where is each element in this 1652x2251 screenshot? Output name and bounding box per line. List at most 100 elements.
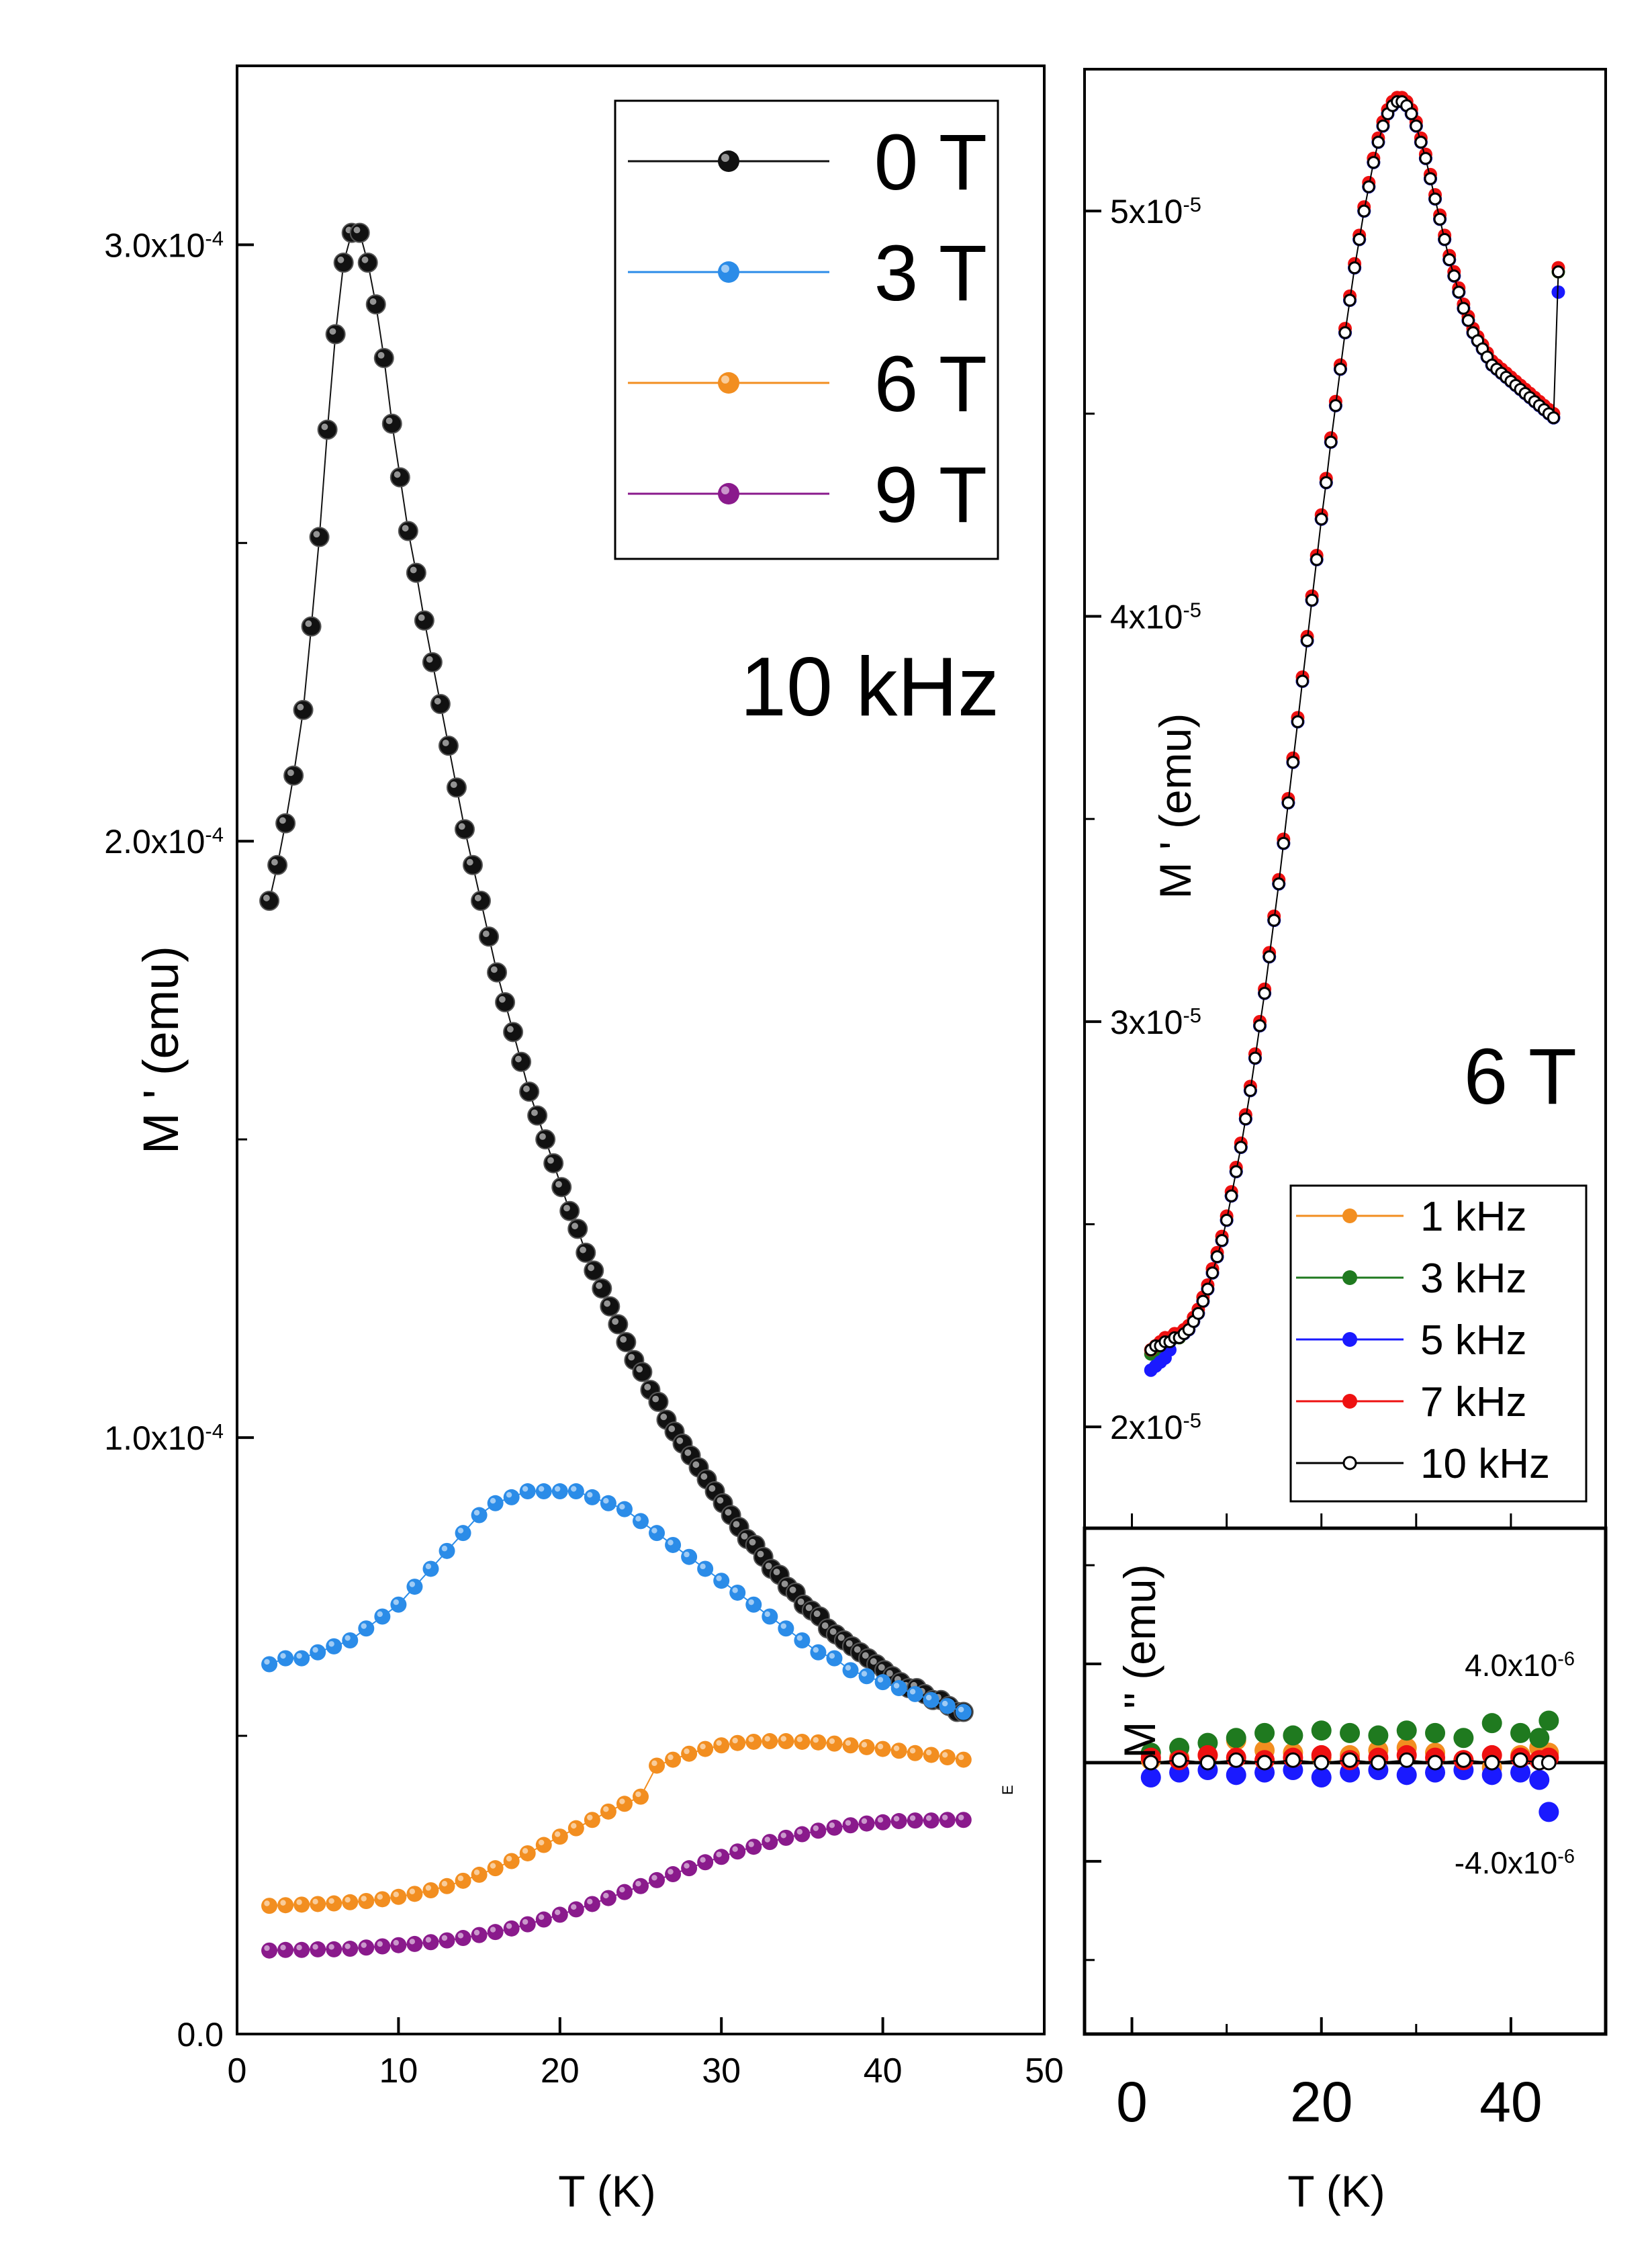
data-point-highlight <box>450 781 457 789</box>
right-bottom-y-ticks: 4.0x10-6 -4.0x10-6 <box>1085 1564 1575 1961</box>
data-point-highlight <box>361 256 369 263</box>
data-point-highlight <box>789 1586 796 1593</box>
data-point <box>1352 232 1366 246</box>
data-point <box>551 1828 568 1845</box>
data-point <box>275 813 296 834</box>
data-point-highlight <box>441 1935 448 1941</box>
data-point <box>358 1620 375 1637</box>
data-point <box>745 1839 762 1855</box>
data-point-highlight <box>409 1939 416 1945</box>
data-point-highlight <box>425 1563 432 1570</box>
data-point-highlight <box>329 328 336 335</box>
right-bottom-y-axis-label: M '' (emu) <box>1115 1564 1164 1758</box>
x-tick-label: 20 <box>541 2051 580 2090</box>
data-point <box>310 1941 326 1957</box>
series-10-khz <box>1144 95 1565 1357</box>
data-point <box>535 1129 556 1150</box>
data-point <box>446 777 467 798</box>
data-point-highlight <box>813 1737 819 1743</box>
legend-marker <box>1342 1456 1357 1470</box>
data-point-highlight <box>732 1587 738 1593</box>
data-point <box>745 1596 762 1613</box>
legend-label: 5 kHz <box>1420 1317 1526 1364</box>
data-point <box>1461 314 1475 327</box>
data-point <box>503 1920 520 1937</box>
data-point-highlight <box>587 1814 593 1820</box>
data-point <box>939 1812 956 1828</box>
data-point <box>874 1740 891 1757</box>
data-point-highlight <box>604 1300 611 1307</box>
data-point <box>648 1391 669 1412</box>
data-point-highlight <box>280 1652 286 1659</box>
data-point-highlight <box>377 1941 383 1947</box>
data-point-highlight <box>676 1437 684 1444</box>
data-point-highlight <box>418 614 425 621</box>
legend-marker-highlight <box>721 486 729 494</box>
data-point-highlight <box>312 1944 318 1950</box>
data-point-highlight <box>619 1503 625 1510</box>
data-point <box>1481 1765 1502 1785</box>
series-line <box>1150 101 1559 1351</box>
data-point <box>923 1691 939 1708</box>
data-point <box>955 1751 972 1768</box>
data-point <box>1340 1722 1361 1743</box>
data-point <box>1453 1728 1474 1749</box>
data-point <box>576 1242 596 1263</box>
data-point-highlight <box>652 1395 659 1403</box>
data-point <box>923 1812 939 1829</box>
data-point <box>1428 192 1442 206</box>
data-point <box>503 1853 520 1869</box>
data-point <box>1529 1769 1550 1790</box>
data-point <box>826 1650 843 1667</box>
data-point <box>826 1819 843 1836</box>
legend-label: 7 kHz <box>1420 1379 1526 1425</box>
data-point <box>1239 1112 1252 1126</box>
data-point-highlight <box>394 471 401 478</box>
data-point-highlight <box>523 1086 530 1092</box>
data-point-highlight <box>571 1486 577 1492</box>
data-point <box>471 891 492 912</box>
data-point <box>1310 553 1324 566</box>
data-point-highlight <box>725 1509 732 1516</box>
data-point <box>1283 1725 1303 1746</box>
x-tick-label: 0 <box>1116 2070 1148 2133</box>
data-point-highlight <box>821 1622 829 1629</box>
data-point <box>1324 435 1338 449</box>
data-point <box>633 1788 649 1805</box>
data-point <box>762 1834 778 1851</box>
data-point-highlight <box>603 1497 609 1504</box>
data-point-highlight <box>716 1851 722 1857</box>
data-point <box>310 1896 326 1912</box>
right-top-panel: 2x10-5 3x10-5 4x10-5 5x10-5 M ' (emu) 6 T 1… <box>1083 68 1607 1530</box>
data-point <box>1551 265 1565 279</box>
data-point <box>462 854 483 875</box>
data-point <box>471 1866 488 1883</box>
data-point-highlight <box>361 1623 367 1629</box>
data-point-highlight <box>829 1652 835 1659</box>
series-1-khz <box>1144 95 1565 1357</box>
data-point-highlight <box>555 1831 561 1837</box>
data-point-highlight <box>515 1055 522 1063</box>
data-point <box>567 1820 584 1837</box>
data-point <box>390 1937 407 1953</box>
data-point <box>309 527 330 547</box>
x-tick-label: 30 <box>702 2051 741 2090</box>
data-point-highlight <box>369 298 377 305</box>
data-point-highlight <box>700 1743 706 1750</box>
legend-label: 10 kHz <box>1420 1441 1550 1487</box>
data-point <box>277 1941 294 1958</box>
data-point <box>1539 1710 1559 1731</box>
data-point-highlight <box>829 1822 835 1828</box>
data-point-highlight <box>458 823 465 830</box>
data-point <box>778 1733 794 1750</box>
data-point <box>390 1888 407 1905</box>
data-point <box>373 348 394 369</box>
data-point <box>310 1644 326 1661</box>
x-tick-label: 10 <box>379 2051 418 2090</box>
data-point-highlight <box>522 1486 529 1492</box>
data-point-highlight <box>765 1562 772 1570</box>
data-point-highlight <box>877 1817 884 1823</box>
right-bottom-panel: 4.0x10-6 -4.0x10-6 0 20 40 T (K) M '' (emu) <box>1083 1526 1608 2216</box>
data-point <box>551 1483 568 1500</box>
data-point <box>810 1644 827 1661</box>
